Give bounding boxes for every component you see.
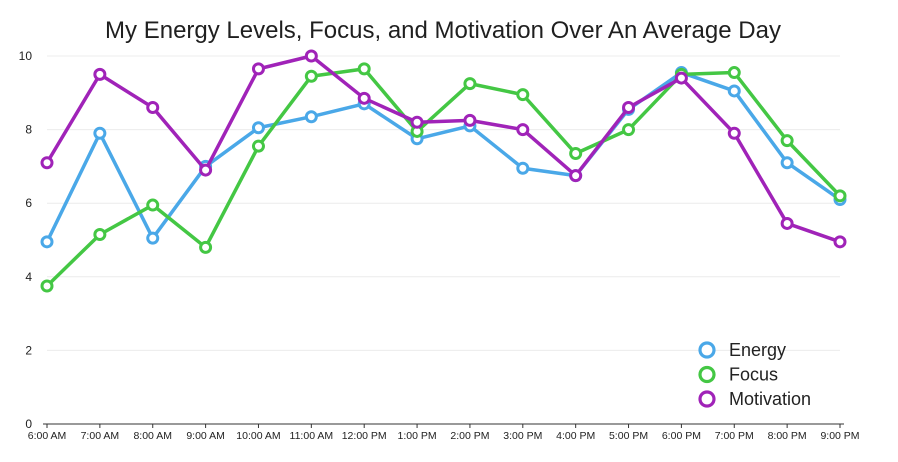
data-point bbox=[833, 189, 847, 203]
series-motivation bbox=[40, 49, 847, 249]
data-point bbox=[780, 156, 794, 170]
data-point bbox=[40, 279, 54, 293]
data-point bbox=[727, 84, 741, 98]
series-line bbox=[45, 67, 842, 288]
legend-label: Energy bbox=[729, 340, 786, 360]
x-tick-label: 2:00 PM bbox=[450, 430, 489, 442]
series-lines bbox=[40, 49, 847, 293]
data-point bbox=[622, 101, 636, 115]
series-line bbox=[45, 54, 842, 244]
data-point bbox=[674, 71, 688, 85]
x-tick-label: 4:00 PM bbox=[556, 430, 595, 442]
y-tick-label: 0 bbox=[25, 417, 32, 431]
y-tick-label: 6 bbox=[25, 196, 32, 210]
x-axis-tick-labels: 6:00 AM 7:00 AM 8:00 AM 9:00 AM 10:00 AM 11:0… bbox=[28, 430, 860, 442]
data-point bbox=[463, 113, 477, 127]
data-point bbox=[516, 161, 530, 175]
data-point bbox=[833, 235, 847, 249]
series-focus bbox=[40, 62, 847, 293]
y-tick-label: 10 bbox=[19, 49, 33, 63]
data-point bbox=[569, 169, 583, 183]
data-point bbox=[199, 240, 213, 254]
x-tick-label: 9:00 PM bbox=[820, 430, 859, 442]
series-line bbox=[45, 70, 842, 244]
legend-label: Focus bbox=[729, 365, 778, 385]
data-point bbox=[251, 121, 265, 135]
x-tick-label: 6:00 PM bbox=[662, 430, 701, 442]
x-tick-label: 11:00 AM bbox=[290, 430, 334, 442]
data-point bbox=[516, 123, 530, 137]
data-point bbox=[40, 156, 54, 170]
legend-marker bbox=[698, 341, 716, 359]
data-point bbox=[93, 67, 107, 81]
data-point bbox=[569, 147, 583, 161]
y-tick-label: 4 bbox=[25, 270, 32, 284]
data-point bbox=[304, 110, 318, 124]
x-tick-label: 3:00 PM bbox=[503, 430, 542, 442]
legend: Energy Focus Motivation bbox=[698, 340, 811, 409]
data-point bbox=[146, 231, 160, 245]
x-tick-label: 6:00 AM bbox=[28, 430, 67, 442]
x-tick-label: 7:00 AM bbox=[81, 430, 120, 442]
data-point bbox=[780, 216, 794, 230]
data-point bbox=[727, 126, 741, 140]
data-point bbox=[251, 62, 265, 76]
y-tick-label: 8 bbox=[25, 123, 32, 137]
data-point bbox=[357, 91, 371, 105]
data-point bbox=[40, 235, 54, 249]
data-point bbox=[93, 126, 107, 140]
data-point bbox=[146, 198, 160, 212]
data-point bbox=[780, 134, 794, 148]
data-point bbox=[199, 163, 213, 177]
data-point bbox=[357, 62, 371, 76]
data-point bbox=[622, 123, 636, 137]
data-point bbox=[93, 227, 107, 241]
y-axis-tick-labels: 0 2 4 6 8 10 bbox=[19, 49, 33, 431]
axes bbox=[43, 423, 844, 428]
x-tick-label: 10:00 AM bbox=[236, 430, 280, 442]
chart-title: My Energy Levels, Focus, and Motivation … bbox=[105, 17, 781, 44]
data-point bbox=[304, 49, 318, 63]
x-tick-label: 5:00 PM bbox=[609, 430, 648, 442]
legend-marker bbox=[698, 390, 716, 408]
data-point bbox=[146, 101, 160, 115]
y-tick-label: 2 bbox=[25, 343, 32, 357]
x-tick-label: 7:00 PM bbox=[715, 430, 754, 442]
x-tick-label: 1:00 PM bbox=[398, 430, 437, 442]
x-tick-label: 8:00 AM bbox=[133, 430, 172, 442]
x-tick-label: 9:00 AM bbox=[186, 430, 225, 442]
data-point bbox=[304, 69, 318, 83]
x-tick-label: 12:00 PM bbox=[342, 430, 387, 442]
legend-marker bbox=[698, 365, 716, 384]
legend-label: Motivation bbox=[729, 389, 811, 409]
grid-lines bbox=[47, 55, 840, 351]
x-tick-label: 8:00 PM bbox=[768, 430, 807, 442]
data-point bbox=[410, 115, 424, 129]
series-energy bbox=[40, 66, 847, 249]
data-point bbox=[727, 66, 741, 80]
data-point bbox=[251, 139, 265, 153]
data-point bbox=[516, 88, 530, 102]
data-point bbox=[463, 77, 477, 91]
